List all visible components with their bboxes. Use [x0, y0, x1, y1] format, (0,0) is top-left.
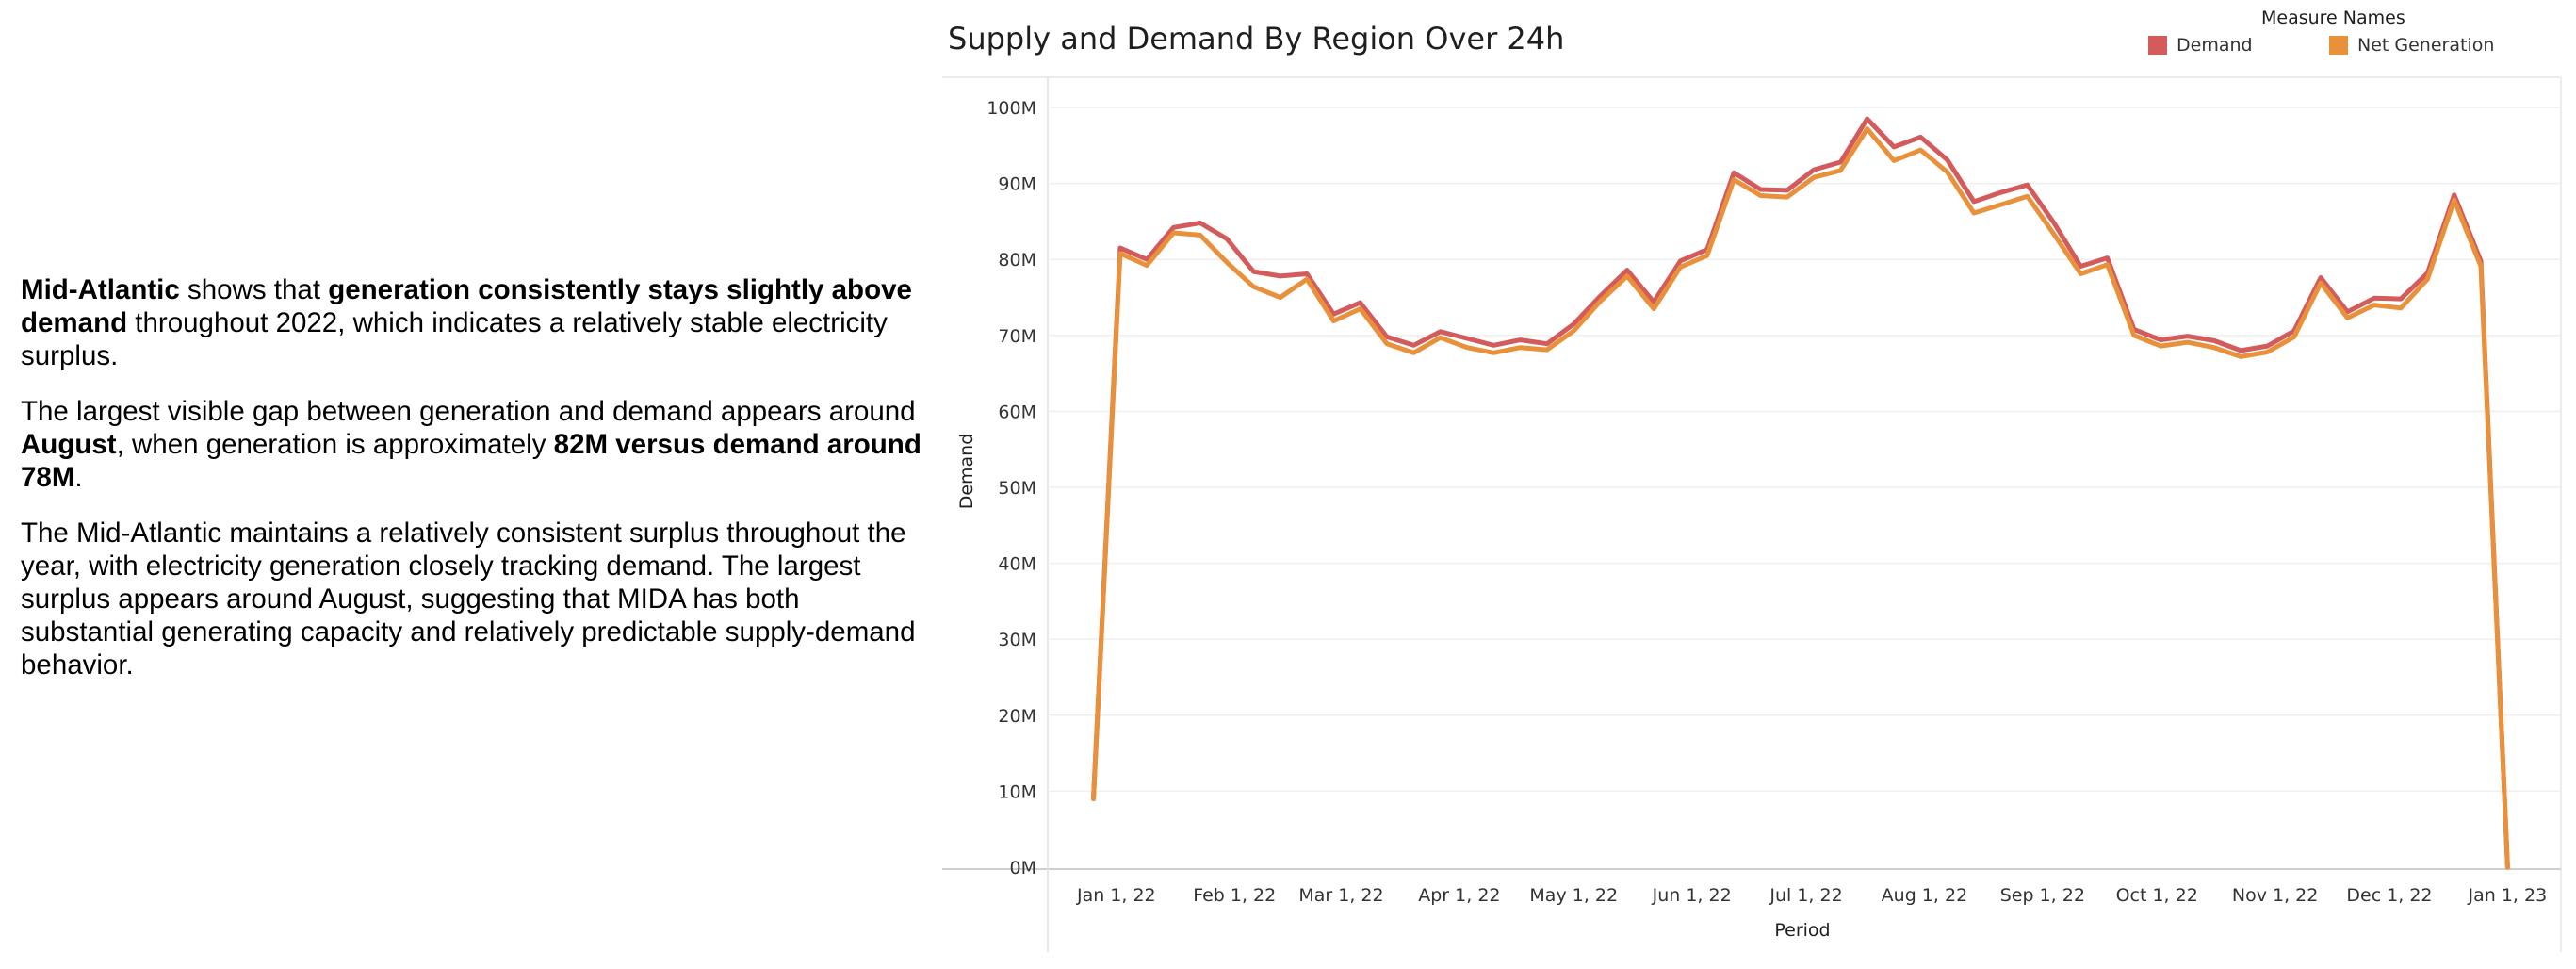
legend-swatch-net-generation [2329, 36, 2348, 55]
story-text-run: , when generation is approximately [116, 429, 554, 460]
chart-frame [942, 76, 2562, 952]
x-tick-label: Mar 1, 22 [1298, 885, 1383, 906]
region-name: Mid-Atlantic [21, 274, 180, 305]
y-tick-label: 100M [986, 98, 1036, 119]
x-axis-ticks: Jan 1, 22 Feb 1, 22 Mar 1, 22 Apr 1, 22 May … [1076, 885, 2547, 906]
story-highlight: August [21, 429, 117, 460]
x-tick-label: Apr 1, 22 [1418, 885, 1500, 906]
y-tick-label: 10M [998, 781, 1036, 802]
story-paragraph-1: Mid-Atlantic shows that generation consi… [21, 273, 925, 372]
y-tick-label: 20M [998, 706, 1036, 727]
legend-label-net-generation: Net Generation [2357, 35, 2495, 56]
x-axis-title: Period [1774, 920, 1830, 941]
x-tick-label: Jul 1, 22 [1769, 885, 1842, 906]
story-text-run: . [74, 462, 83, 493]
x-tick-label: Jan 1, 22 [1076, 885, 1156, 906]
x-tick-label: Oct 1, 22 [2116, 885, 2198, 906]
series-line-net-generation[interactable] [1091, 126, 2510, 870]
chart-title: Supply and Demand By Region Over 24h [948, 21, 1565, 57]
y-axis-title: Demand [956, 434, 977, 510]
story-paragraph-2: The largest visible gap between generati… [21, 395, 925, 494]
story-text-run: shows that [179, 274, 329, 305]
y-tick-label: 60M [998, 402, 1036, 422]
story-highlight: 82M versus demand around 78M [21, 429, 921, 493]
x-tick-label: Jun 1, 22 [1652, 885, 1732, 906]
y-tick-label: 90M [998, 174, 1036, 195]
story-text-run: The largest visible gap between generati… [21, 396, 916, 427]
y-tick-label: 70M [998, 326, 1036, 347]
x-tick-label: Nov 1, 22 [2232, 885, 2318, 906]
y-tick-label: 40M [998, 554, 1036, 575]
x-tick-label: May 1, 22 [1529, 885, 1618, 906]
x-tick-label: Aug 1, 22 [1882, 885, 1967, 906]
series-lines [1091, 116, 2510, 870]
x-tick-label: Sep 1, 22 [2000, 885, 2085, 906]
story-text: Mid-Atlantic shows that generation consi… [21, 273, 925, 704]
x-tick-label: Jan 1, 23 [2468, 885, 2548, 906]
legend-title: Measure Names [2261, 8, 2405, 28]
story-highlight: generation consistently stays slightly a… [21, 274, 912, 338]
story-text-run: throughout 2022, which indicates a relat… [21, 307, 888, 371]
legend-label-demand: Demand [2177, 35, 2253, 56]
y-tick-label: 30M [998, 630, 1036, 650]
legend-swatch-demand [2148, 36, 2167, 55]
series-line-demand[interactable] [1091, 116, 2510, 870]
legend-item-net-generation[interactable]: Net Generation [2329, 34, 2494, 57]
y-tick-label: 0M [1010, 858, 1036, 879]
y-tick-label: 50M [998, 478, 1036, 499]
story-paragraph-3: The Mid-Atlantic maintains a relatively … [21, 517, 916, 681]
x-tick-label: Dec 1, 22 [2346, 885, 2432, 906]
x-tick-label: Feb 1, 22 [1193, 885, 1276, 906]
y-tick-label: 80M [998, 250, 1036, 271]
gridlines [1048, 107, 2561, 793]
legend-item-demand[interactable]: Demand [2148, 34, 2253, 57]
y-axis-ticks: 0M 10M 20M 30M 40M 50M 60M 70M 80M 90M 100M [986, 98, 1036, 879]
